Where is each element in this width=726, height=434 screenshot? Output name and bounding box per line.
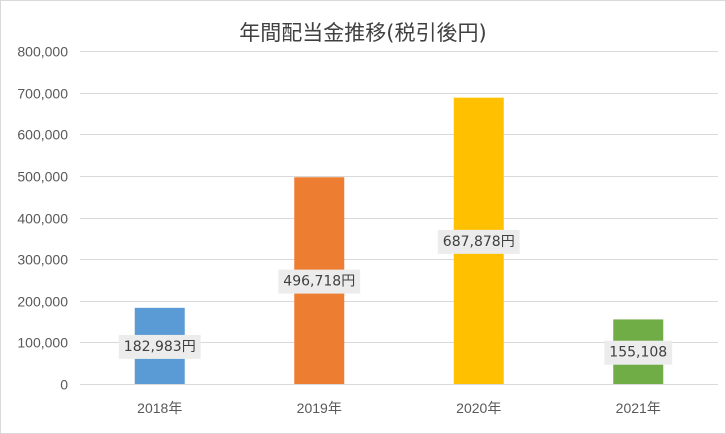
data-label: 687,878円 [437, 229, 520, 254]
x-axis-tick-labels: 2018年 2019年 2020年 2021年 [137, 400, 661, 416]
y-tick-label: 200,000 [17, 294, 68, 310]
y-tick-label: 600,000 [17, 127, 68, 143]
y-axis-tick-labels: 0 100,000 200,000 300,000 400,000 500,000 600,… [17, 44, 68, 393]
data-label: 155,108 [604, 340, 673, 365]
y-tick-label: 400,000 [17, 211, 68, 227]
data-label-text: 155,108 [609, 345, 667, 361]
data-label-background [118, 334, 201, 359]
data-label-text: 182,983円 [124, 339, 196, 355]
y-tick-label: 100,000 [17, 335, 68, 351]
x-tick-label: 2020年 [456, 400, 501, 416]
data-label-text: 687,878円 [443, 234, 515, 250]
y-tick-label: 300,000 [17, 252, 68, 268]
bars [134, 97, 664, 385]
y-tick-label: 800,000 [17, 44, 68, 60]
data-label: 182,983円 [118, 334, 201, 359]
data-label-text: 496,718円 [283, 274, 355, 290]
data-labels: 182,983円 496,718円 687,878円 155,108 [118, 229, 673, 365]
y-tick-label: 0 [60, 377, 68, 393]
data-label-background [278, 269, 361, 294]
data-label-background [437, 229, 520, 254]
y-tick-label: 500,000 [17, 169, 68, 185]
x-tick-label: 2021年 [616, 400, 661, 416]
x-tick-label: 2019年 [297, 400, 342, 416]
data-label-background [604, 340, 673, 365]
y-tick-label: 700,000 [17, 86, 68, 102]
chart-title: 年間配当金推移(税引後円) [239, 21, 486, 45]
x-tick-label: 2018年 [137, 400, 182, 416]
data-label: 496,718円 [278, 269, 361, 294]
